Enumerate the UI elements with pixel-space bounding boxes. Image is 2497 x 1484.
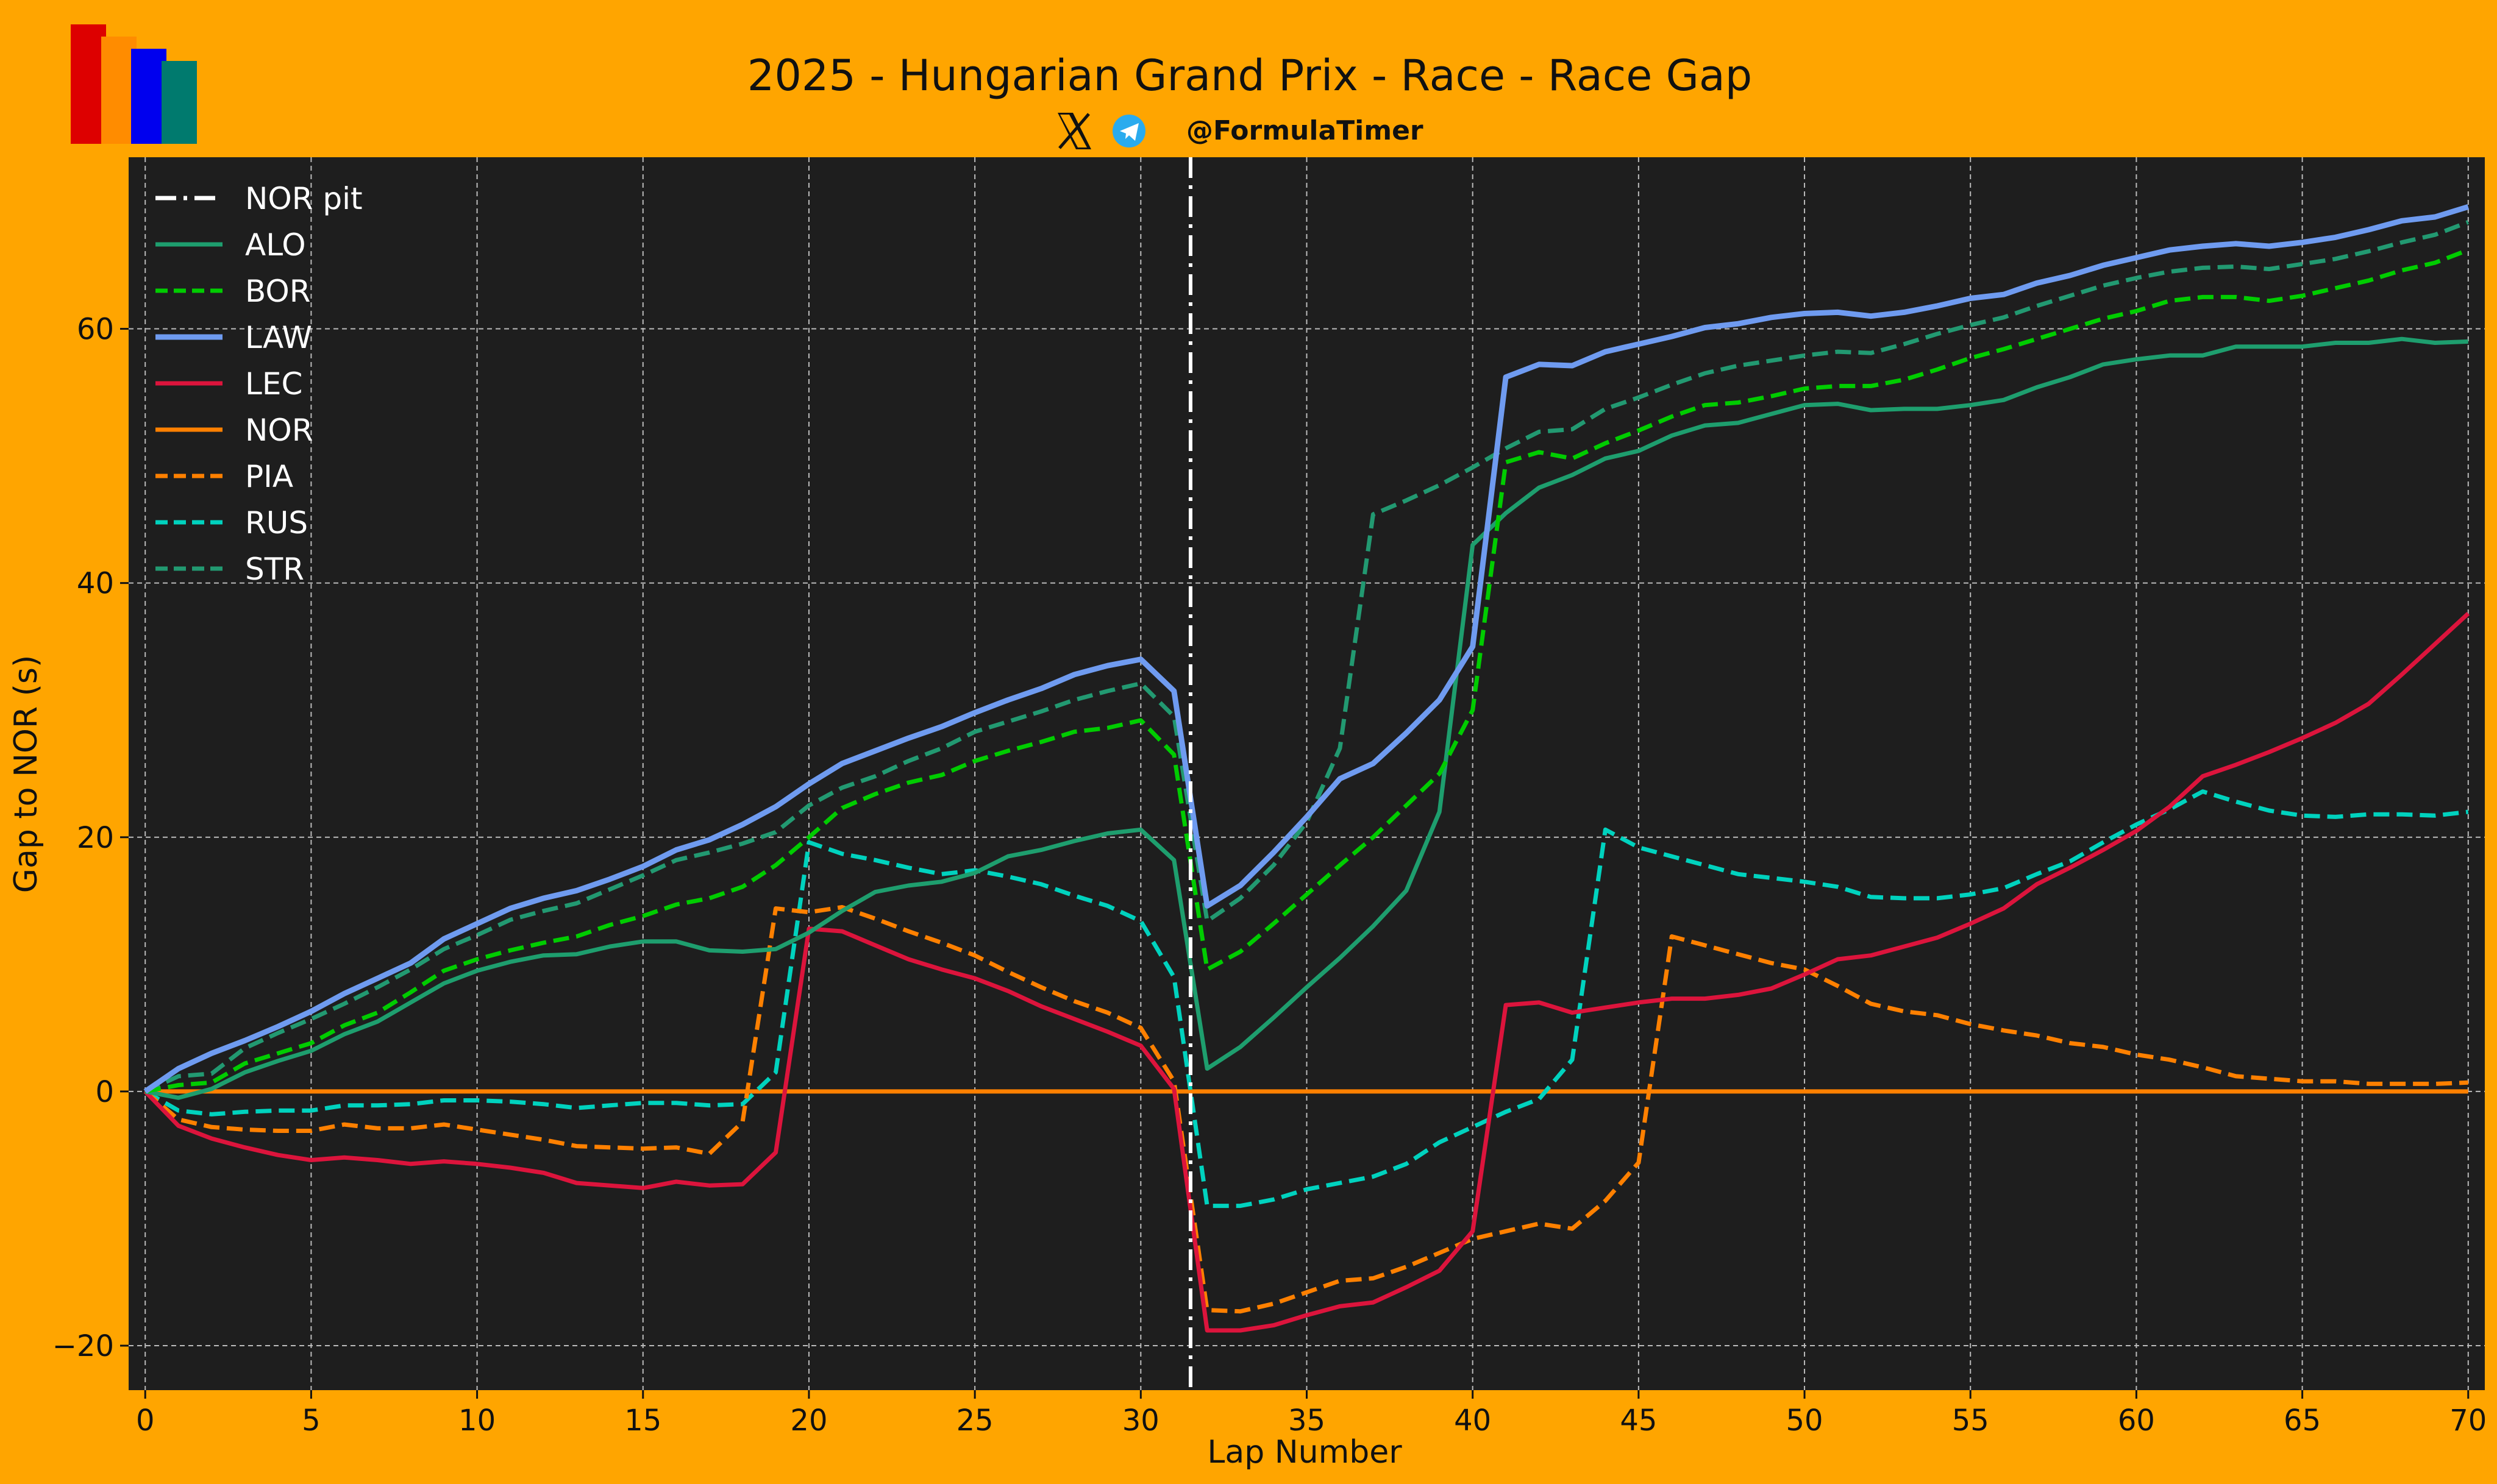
x-tick-label: 0 <box>136 1404 155 1438</box>
series-line-alo <box>144 336 2468 1100</box>
x-tick-label: 65 <box>2284 1404 2321 1438</box>
x-tick-label: 55 <box>1952 1404 1989 1438</box>
x-tick-label: 15 <box>624 1404 661 1438</box>
y-tick-label: −20 <box>52 1329 114 1363</box>
telegram-icon[interactable] <box>1113 115 1145 147</box>
grid-lines <box>129 157 2485 1390</box>
legend-label-nor: NOR <box>245 413 313 448</box>
legend-label-law: LAW <box>245 320 312 355</box>
legend-label-pia: PIA <box>245 459 293 494</box>
y-tick-label: 60 <box>77 313 114 347</box>
x-tick-label: 45 <box>1620 1404 1657 1438</box>
series-line-law <box>143 204 2470 1094</box>
x-tick-label: 20 <box>790 1404 827 1438</box>
logo-bar-red <box>71 24 106 144</box>
formula-timer-logo <box>71 24 197 144</box>
legend-label-nor-pit: NOR pit <box>245 181 363 216</box>
legend-label-str: STR <box>245 552 304 587</box>
x-tick-label: 70 <box>2449 1404 2487 1438</box>
x-tick-label: 60 <box>2118 1404 2155 1438</box>
x-tick-label: 50 <box>1786 1404 1823 1438</box>
legend-label-bor: BOR <box>245 274 311 309</box>
logo-bar-orange <box>101 37 137 144</box>
series-lines <box>143 204 2470 1333</box>
axis-ticks: 0 5 10 15 20 25 30 35 40 45 50 55 60 65 70 −20 0 20 40 60 <box>52 313 2487 1438</box>
twitter-handle[interactable]: @FormulaTimer <box>1186 115 1423 146</box>
legend-label-alo: ALO <box>245 227 306 263</box>
series-line-rus <box>144 789 2469 1209</box>
series-line-bor <box>144 247 2470 1094</box>
y-tick-label: 40 <box>77 567 114 601</box>
x-logo-icon[interactable] <box>1058 113 1091 149</box>
x-axis-label: Lap Number <box>1207 1434 1402 1471</box>
logo-bar-blue <box>131 49 166 144</box>
series-line-pia <box>143 905 2468 1314</box>
x-tick-label: 30 <box>1122 1404 1159 1438</box>
y-axis-label: Gap to NOR (s) <box>8 655 45 893</box>
x-tick-label: 25 <box>956 1404 994 1438</box>
y-tick-label: 0 <box>95 1075 114 1109</box>
series-line-str <box>144 220 2470 1094</box>
x-tick-label: 5 <box>302 1404 321 1438</box>
x-tick-label: 10 <box>458 1404 496 1438</box>
legend-label-lec: LEC <box>245 366 302 402</box>
x-tick-label: 40 <box>1454 1404 1491 1438</box>
series-line-lec <box>143 612 2470 1333</box>
legend: NOR pit ALO BOR LAW LEC NOR PIA RUS STR <box>155 181 363 587</box>
x-tick-label: 35 <box>1288 1404 1325 1438</box>
legend-label-rus: RUS <box>245 505 308 541</box>
chart-title: 2025 - Hungarian Grand Prix - Race - Rac… <box>747 51 1752 101</box>
logo-bar-green <box>162 61 197 144</box>
y-tick-label: 20 <box>77 821 114 855</box>
